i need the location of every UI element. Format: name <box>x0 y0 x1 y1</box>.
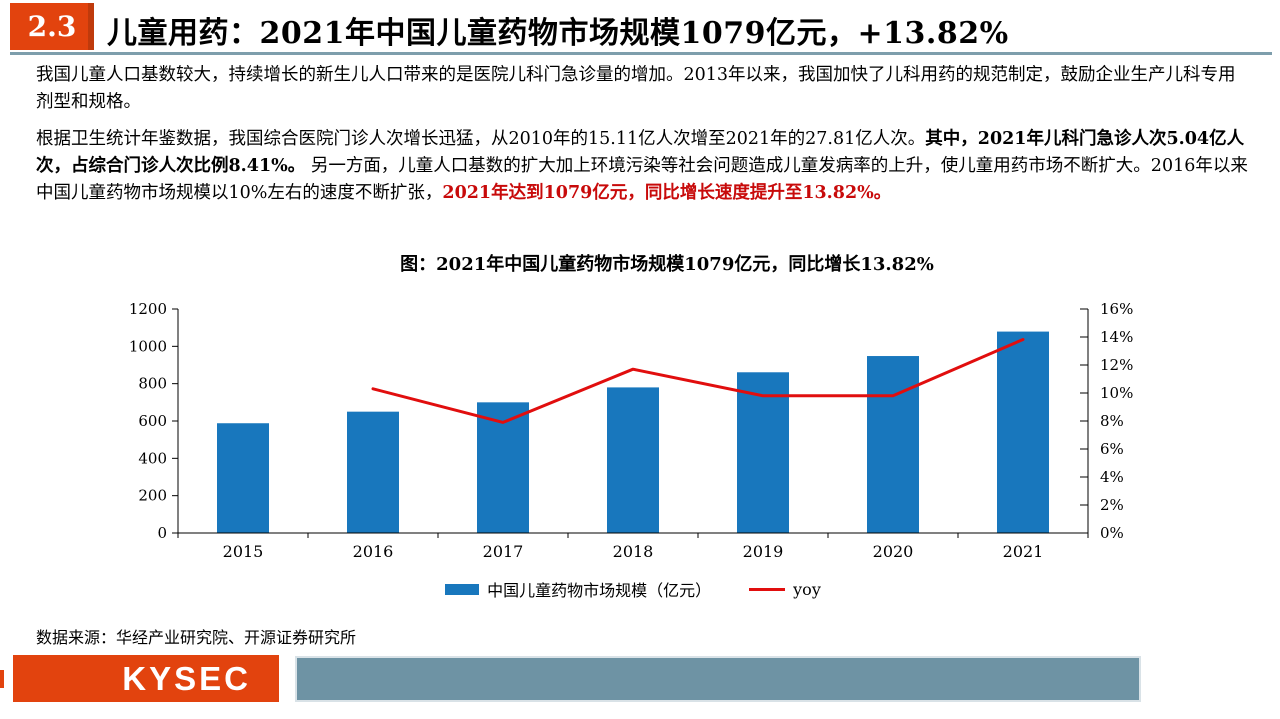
svg-text:800: 800 <box>138 375 167 393</box>
svg-text:12%: 12% <box>1100 356 1133 374</box>
svg-text:2021: 2021 <box>1003 542 1044 561</box>
page-title: 儿童用药：2021年中国儿童药物市场规模1079亿元，+13.82% <box>107 16 1009 51</box>
svg-text:8%: 8% <box>1100 412 1124 430</box>
chart-legend: 中国儿童药物市场规模（亿元） yoy <box>0 577 1266 601</box>
data-source-note: 数据来源：华经产业研究院、开源证券研究所 <box>36 628 357 647</box>
svg-text:10%: 10% <box>1100 384 1133 402</box>
legend-item-line: yoy <box>749 580 821 599</box>
header-divider <box>10 52 1272 55</box>
svg-text:400: 400 <box>138 449 167 467</box>
svg-text:1200: 1200 <box>129 300 167 318</box>
svg-text:2020: 2020 <box>873 542 914 561</box>
svg-text:4%: 4% <box>1100 468 1124 486</box>
paragraph-2-normal-2: 另一方面，儿童人口基数的扩大加上环境污染等社会问题造成儿童发病率的上升，使儿童用… <box>36 156 1248 203</box>
svg-text:1000: 1000 <box>129 337 167 355</box>
svg-text:0: 0 <box>157 524 167 542</box>
legend-item-bar: 中国儿童药物市场规模（亿元） <box>445 577 711 601</box>
svg-text:14%: 14% <box>1100 328 1133 346</box>
kysec-logo: KYSEC <box>13 655 279 702</box>
market-size-chart: 0 200 400 600 800 1000 1200 0% 2% 4% 6% 8% 10% 12% 14%… <box>129 300 1134 561</box>
bar-series-label: 中国儿童药物市场规模（亿元） <box>487 581 712 600</box>
paragraph-2: 根据卫生统计年鉴数据，我国综合医院门诊人次增长迅猛，从2010年的15.11亿人… <box>36 126 1248 207</box>
svg-text:2017: 2017 <box>483 542 524 561</box>
svg-text:16%: 16% <box>1100 300 1133 318</box>
svg-text:0%: 0% <box>1100 524 1124 542</box>
footer-gray-bar <box>295 656 1141 702</box>
svg-text:2016: 2016 <box>353 542 394 561</box>
paragraph-2-normal-1: 根据卫生统计年鉴数据，我国综合医院门诊人次增长迅猛，从2010年的15.11亿人… <box>36 129 926 149</box>
line-series-swatch <box>749 587 786 591</box>
svg-text:2%: 2% <box>1100 496 1124 514</box>
line-series-label: yoy <box>793 579 821 599</box>
svg-text:2015: 2015 <box>223 542 264 561</box>
bar-series-swatch <box>445 583 480 595</box>
body-text: 我国儿童人口基数较大，持续增长的新生儿人口带来的是医院儿科门急诊量的增加。201… <box>36 62 1248 217</box>
svg-text:6%: 6% <box>1100 440 1124 458</box>
chart-title: 图：2021年中国儿童药物市场规模1079亿元，同比增长13.82% <box>400 254 934 275</box>
svg-text:600: 600 <box>138 412 167 430</box>
section-number: 2.3 <box>27 10 77 43</box>
footer-edge-shape <box>0 670 4 688</box>
section-number-badge: 2.3 <box>10 3 94 50</box>
paragraph-2-bold: 其中，2021年儿科门急诊人次5.04亿人次，占综合门诊人次比例8.41%。 <box>36 129 1245 176</box>
svg-text:2019: 2019 <box>743 542 784 561</box>
paragraph-2-highlight-red: 2021年达到1079亿元，同比增长速度提升至13.82%。 <box>442 183 892 203</box>
paragraph-1: 我国儿童人口基数较大，持续增长的新生儿人口带来的是医院儿科门急诊量的增加。201… <box>36 65 1236 112</box>
svg-text:200: 200 <box>138 487 167 505</box>
svg-text:2018: 2018 <box>613 542 654 561</box>
kysec-logo-text: KYSEC <box>122 659 251 697</box>
